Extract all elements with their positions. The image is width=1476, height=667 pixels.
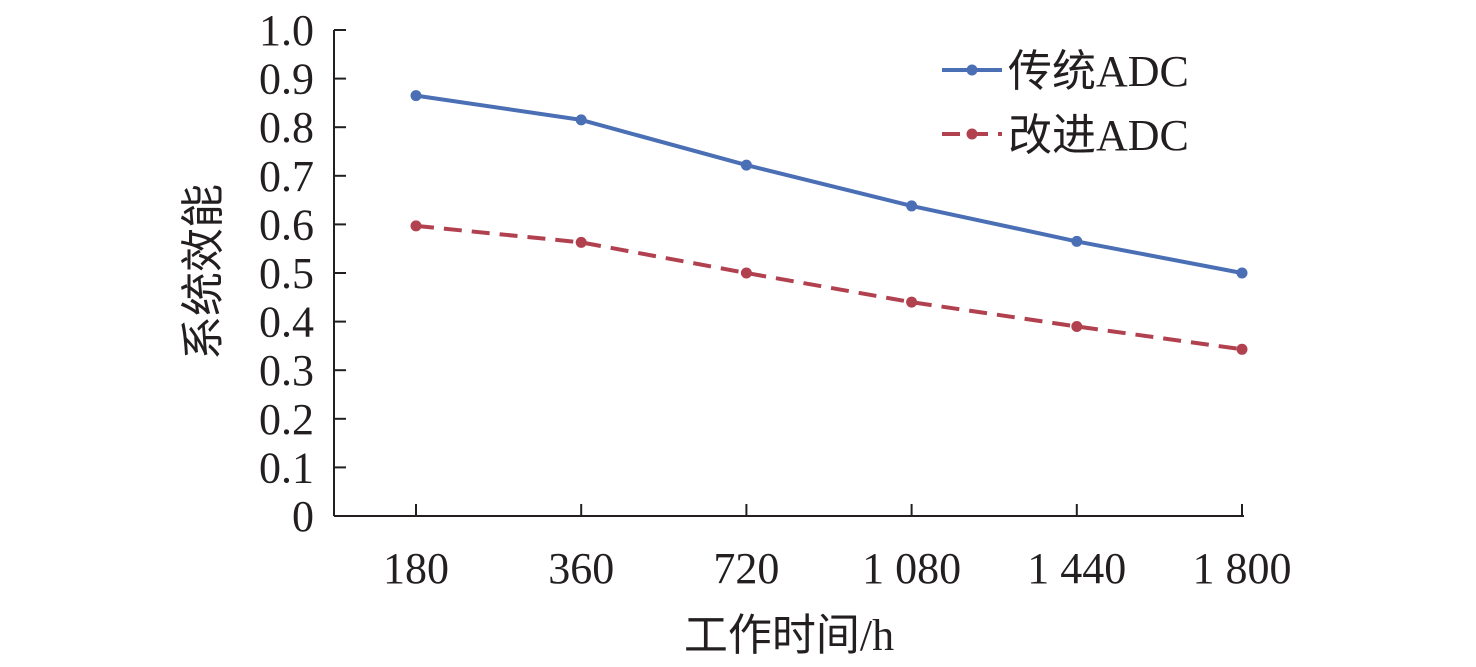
legend-label-2: 改进ADC	[1008, 111, 1189, 160]
y-axis-title: 系统效能	[179, 184, 228, 360]
series-1-point	[906, 200, 918, 212]
y-tick-label: 0.8	[259, 103, 314, 152]
x-tick-label: 180	[383, 544, 449, 593]
series-1-point	[740, 159, 752, 171]
series	[410, 90, 1248, 355]
series-line-2	[415, 223, 1243, 352]
series-2-point	[1071, 320, 1083, 332]
series-2-point	[1236, 343, 1248, 355]
y-tick-label: 0.1	[259, 443, 314, 492]
x-tick-label: 720	[713, 544, 779, 593]
x-axis-title: 工作时间/h	[684, 611, 894, 660]
y-tick-label: 0.4	[259, 298, 314, 347]
y-tick-label: 0.6	[259, 200, 314, 249]
series-2-point	[410, 220, 422, 232]
x-tick-label: 1 440	[1027, 544, 1126, 593]
legend-label-1: 传统ADC	[1008, 47, 1189, 96]
y-tick-label: 0.5	[259, 249, 314, 298]
legend-marker-2	[966, 128, 978, 140]
legend: 传统ADC 改进ADC	[942, 47, 1189, 160]
x-tick-label: 1 800	[1193, 544, 1292, 593]
series-1-point	[410, 90, 422, 102]
y-tick-label: 0	[292, 492, 314, 541]
series-1-point	[1071, 235, 1083, 247]
y-tick-label: 0.9	[259, 55, 314, 104]
y-tick-label: 0.3	[259, 346, 314, 395]
x-ticks: 180 360 720 1 080 1 440 1 800	[383, 504, 1292, 593]
y-tick-label: 1.0	[259, 6, 314, 55]
legend-marker-1	[966, 64, 978, 76]
series-2-point	[906, 296, 918, 308]
series-2-point	[740, 267, 752, 279]
x-tick-label: 360	[548, 544, 614, 593]
y-tick-label: 0.7	[259, 152, 314, 201]
y-ticks: 00.10.20.30.40.50.60.70.80.91.0	[259, 6, 346, 541]
x-tick-label: 1 080	[862, 544, 961, 593]
series-2-point	[575, 236, 587, 248]
series-1-point	[575, 114, 587, 126]
series-1-point	[1236, 267, 1248, 279]
series-line-1	[415, 93, 1243, 275]
y-tick-label: 0.2	[259, 395, 314, 444]
